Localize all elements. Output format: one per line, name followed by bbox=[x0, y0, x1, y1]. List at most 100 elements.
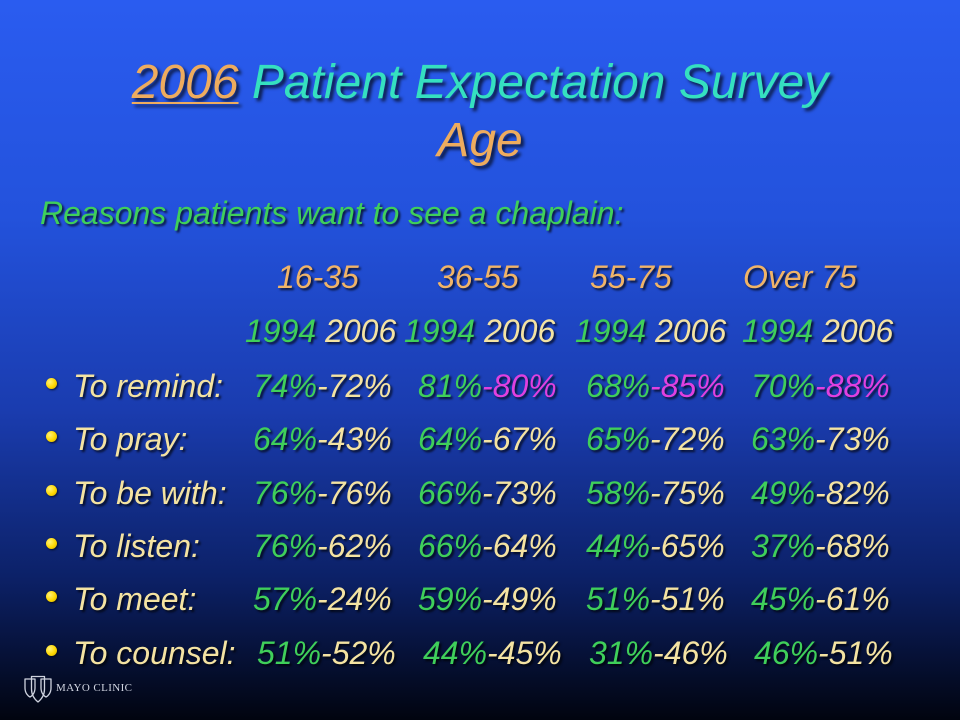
value-separator: - bbox=[482, 528, 493, 564]
table-row: To remind: 74%-72% 81%-80% 68%-85% 70%-8… bbox=[0, 368, 960, 404]
year-pair: 1994 2006 bbox=[575, 313, 726, 349]
row-label: To counsel: bbox=[73, 635, 236, 671]
bullet-icon bbox=[46, 591, 57, 602]
value-2006: 51% bbox=[660, 581, 725, 617]
mayo-clinic-logo: MAYO CLINIC bbox=[24, 674, 144, 704]
value-2006: 45% bbox=[497, 635, 562, 671]
value-1994: 46% bbox=[754, 635, 819, 671]
value-2006: 46% bbox=[663, 635, 728, 671]
value-cell: 76%-76% bbox=[253, 475, 392, 511]
value-2006: 75% bbox=[660, 475, 725, 511]
value-1994: 76% bbox=[253, 475, 318, 511]
value-cell: 64%-67% bbox=[418, 421, 557, 457]
value-cell: 74%-72% bbox=[253, 368, 392, 404]
value-separator: - bbox=[650, 368, 661, 404]
value-2006: 85% bbox=[660, 368, 725, 404]
value-2006: 62% bbox=[327, 528, 392, 564]
value-2006: 64% bbox=[492, 528, 557, 564]
value-cell: 68%-85% bbox=[586, 368, 725, 404]
value-1994: 37% bbox=[751, 528, 816, 564]
value-1994: 59% bbox=[418, 581, 483, 617]
mayo-clinic-shield-icon bbox=[24, 675, 52, 703]
value-2006: 82% bbox=[825, 475, 890, 511]
value-2006: 51% bbox=[828, 635, 893, 671]
value-1994: 49% bbox=[751, 475, 816, 511]
value-2006: 88% bbox=[825, 368, 890, 404]
value-separator: - bbox=[317, 475, 328, 511]
value-1994: 45% bbox=[751, 581, 816, 617]
value-cell: 81%-80% bbox=[418, 368, 557, 404]
bullet-icon bbox=[46, 645, 57, 656]
value-separator: - bbox=[815, 528, 826, 564]
value-2006: 73% bbox=[825, 421, 890, 457]
table-row: To pray: 64%-43% 64%-67% 65%-72% 63%-73% bbox=[0, 421, 960, 457]
value-cell: 51%-51% bbox=[586, 581, 725, 617]
title-year: 2006 bbox=[131, 56, 239, 109]
bullet-icon bbox=[46, 485, 57, 496]
value-separator: - bbox=[653, 635, 664, 671]
value-cell: 46%-51% bbox=[754, 635, 893, 671]
year-header: 1994 2006 1994 2006 1994 2006 1994 2006 bbox=[0, 313, 960, 349]
value-2006: 61% bbox=[825, 581, 890, 617]
value-2006: 43% bbox=[327, 421, 392, 457]
year-1994: 1994 bbox=[245, 313, 317, 349]
value-2006: 76% bbox=[327, 475, 392, 511]
value-1994: 65% bbox=[586, 421, 651, 457]
value-1994: 57% bbox=[253, 581, 318, 617]
bullet-icon bbox=[46, 431, 57, 442]
row-label: To listen: bbox=[73, 528, 200, 564]
value-2006: 67% bbox=[492, 421, 557, 457]
age-group-label: 36-55 bbox=[437, 259, 519, 295]
age-group-label: 16-35 bbox=[277, 259, 359, 295]
value-2006: 72% bbox=[660, 421, 725, 457]
value-2006: 65% bbox=[660, 528, 725, 564]
value-cell: 57%-24% bbox=[253, 581, 392, 617]
year-pair: 1994 2006 bbox=[245, 313, 396, 349]
value-1994: 70% bbox=[751, 368, 816, 404]
table-row: To counsel: 51%-52% 44%-45% 31%-46% 46%-… bbox=[0, 635, 960, 671]
row-label: To remind: bbox=[73, 368, 223, 404]
value-1994: 63% bbox=[751, 421, 816, 457]
value-cell: 65%-72% bbox=[586, 421, 725, 457]
value-1994: 51% bbox=[257, 635, 322, 671]
value-cell: 59%-49% bbox=[418, 581, 557, 617]
value-1994: 76% bbox=[253, 528, 318, 564]
value-1994: 68% bbox=[586, 368, 651, 404]
value-1994: 58% bbox=[586, 475, 651, 511]
value-separator: - bbox=[650, 581, 661, 617]
table-row: To listen: 76%-62% 66%-64% 44%-65% 37%-6… bbox=[0, 528, 960, 564]
value-separator: - bbox=[815, 368, 826, 404]
value-1994: 51% bbox=[586, 581, 651, 617]
row-label: To pray: bbox=[73, 421, 188, 457]
value-cell: 44%-65% bbox=[586, 528, 725, 564]
bullet-icon bbox=[46, 378, 57, 389]
value-2006: 52% bbox=[331, 635, 396, 671]
bullet-icon bbox=[46, 538, 57, 549]
year-pair: 1994 2006 bbox=[404, 313, 555, 349]
year-2006: 2006 bbox=[325, 313, 397, 349]
value-1994: 64% bbox=[418, 421, 483, 457]
year-1994: 1994 bbox=[742, 313, 814, 349]
value-1994: 74% bbox=[253, 368, 318, 404]
title-line-2: Age bbox=[437, 114, 523, 167]
value-separator: - bbox=[482, 368, 493, 404]
value-cell: 51%-52% bbox=[257, 635, 396, 671]
year-pair: 1994 2006 bbox=[742, 313, 893, 349]
title-main: Patient Expectation Survey bbox=[251, 56, 829, 109]
value-1994: 66% bbox=[418, 475, 483, 511]
value-cell: 63%-73% bbox=[751, 421, 890, 457]
value-separator: - bbox=[815, 475, 826, 511]
title-line-1: 2006 Patient Expectation Survey bbox=[0, 54, 960, 112]
value-cell: 58%-75% bbox=[586, 475, 725, 511]
value-1994: 44% bbox=[586, 528, 651, 564]
value-1994: 44% bbox=[423, 635, 488, 671]
value-separator: - bbox=[482, 421, 493, 457]
value-separator: - bbox=[321, 635, 332, 671]
value-separator: - bbox=[317, 581, 328, 617]
subtitle: Reasons patients want to see a chaplain: bbox=[40, 195, 624, 231]
value-cell: 31%-46% bbox=[589, 635, 728, 671]
value-separator: - bbox=[482, 581, 493, 617]
logo-text: MAYO CLINIC bbox=[56, 682, 133, 694]
value-cell: 64%-43% bbox=[253, 421, 392, 457]
